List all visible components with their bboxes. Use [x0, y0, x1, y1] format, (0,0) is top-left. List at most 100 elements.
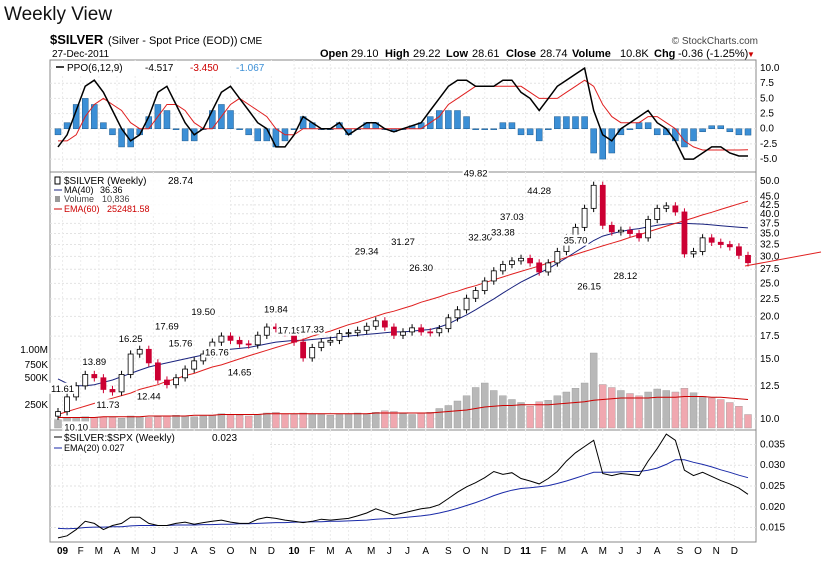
volume-bar: [426, 412, 434, 429]
volume-bar: [326, 415, 335, 429]
volume-bar: [508, 399, 516, 429]
ppo-histogram-bar: [708, 125, 715, 129]
candle-body: [327, 339, 334, 343]
candle-body: [363, 325, 370, 331]
x-axis-label: A: [422, 546, 429, 557]
candle-body: [690, 251, 697, 255]
x-axis-label: M: [367, 546, 375, 557]
price-tick-label: 50.0: [760, 176, 780, 187]
candle-body: [245, 343, 252, 346]
price-annotation: 11.61: [51, 384, 74, 395]
candle-body: [436, 328, 443, 334]
ppo-histogram-bar: [109, 128, 116, 136]
ema60-volume-line: [58, 396, 749, 418]
ppo-histogram-bar: [572, 116, 579, 129]
volume-bar: [54, 419, 62, 429]
candle-body: [654, 207, 661, 220]
volume-bar: [372, 412, 380, 429]
candle-body: [590, 184, 597, 209]
volume-bar: [571, 388, 580, 429]
price-annotation-bg: [81, 356, 108, 368]
ppo-histogram-bar: [227, 110, 234, 129]
x-axis-label: O: [463, 546, 471, 557]
ppo-histogram-bar: [563, 116, 570, 129]
candle-body: [445, 317, 452, 330]
candle-body: [191, 360, 198, 370]
price-tick-label: 40.0: [760, 209, 780, 220]
x-axis-label: M: [95, 546, 103, 557]
volume-bar: [145, 417, 153, 429]
ppo-histogram-bar: [726, 128, 734, 133]
candle-body: [427, 331, 434, 334]
candle-body: [645, 219, 652, 239]
chg-label: Chg: [654, 48, 675, 60]
ppo-legend-name: PPO(6,12,9): [67, 63, 123, 74]
ratio-ema-legend-value: 0.027: [102, 443, 125, 453]
price-tick-label: 17.5: [760, 331, 780, 342]
volume-bar: [381, 410, 389, 429]
page-title: Weekly View: [4, 4, 113, 25]
x-axis-label: M: [558, 546, 566, 557]
x-axis-label: D: [268, 546, 275, 557]
price-legend-name: $SILVER (Weekly): [64, 176, 146, 187]
x-axis-label: N: [481, 546, 488, 557]
volume-bar: [217, 413, 226, 429]
volume-bar: [117, 418, 126, 429]
symbol-text: $SILVER: [50, 32, 104, 47]
ppo-tick-label: 5.0: [760, 93, 774, 104]
price-annotation: 31.27: [391, 237, 415, 248]
candle-body: [672, 205, 679, 213]
ema-legend-value: 252481.58: [107, 204, 150, 214]
chg-down-icon: ▼: [747, 50, 755, 59]
ppo-histogram-bar: [236, 128, 243, 130]
candle-body: [336, 333, 343, 341]
candle-body: [599, 184, 606, 226]
volume-bar: [190, 416, 198, 429]
x-axis-label: F: [541, 546, 547, 557]
volume-bar: [172, 415, 180, 429]
volume-bar: [335, 414, 344, 429]
x-axis-label: S: [445, 546, 452, 557]
ppo-histogram-bar: [490, 128, 498, 130]
x-axis-label: N: [713, 546, 720, 557]
trendline-extension: [744, 251, 822, 267]
ppo-histogram-bar: [626, 128, 634, 130]
ppo-histogram-bar: [163, 110, 171, 129]
price-annotation-bg: [498, 211, 525, 223]
price-annotation: 10.10: [64, 422, 88, 433]
ppo-histogram-bar: [535, 128, 543, 142]
x-axis-label: D: [504, 546, 511, 557]
watermark-text: © StockCharts.com: [672, 36, 758, 47]
price-annotation: 17.19: [278, 326, 302, 337]
candle-body: [554, 251, 561, 264]
ratio-ema-legend-name: EMA(20): [64, 443, 100, 453]
price-tick-label: 20.0: [760, 311, 780, 322]
ppo-tick-label: -5.0: [760, 154, 778, 165]
low-label: Low: [446, 48, 468, 60]
ppo-histogram-bar: [508, 122, 516, 129]
volume-value: 10.8K: [620, 48, 649, 60]
x-axis-label: O: [694, 546, 702, 557]
price-annotation-bg: [63, 421, 90, 433]
ema-legend-name: EMA(60): [64, 204, 100, 214]
candle-body: [345, 332, 352, 335]
x-axis-label: A: [654, 546, 661, 557]
volume-bar: [299, 412, 307, 429]
candle-body: [545, 262, 552, 273]
volume-bar: [290, 414, 298, 429]
volume-bar: [399, 413, 407, 429]
price-annotation-bg: [489, 226, 516, 238]
close-value: 28.74: [540, 48, 568, 60]
x-axis-label: 11: [520, 546, 531, 557]
candle-body: [663, 205, 670, 209]
ppo-histogram-bar: [581, 116, 588, 129]
volume-bar: [390, 411, 398, 429]
volume-tick-label: 750K: [25, 360, 49, 371]
volume-legend-name: Volume: [64, 194, 94, 204]
candle-body: [118, 374, 125, 393]
price-annotation-bg: [390, 236, 416, 248]
price-tick-label: 12.5: [760, 381, 780, 392]
price-annotation-bg: [190, 306, 217, 318]
price-annotation-bg: [576, 280, 603, 292]
ppo-histogram-bar: [735, 128, 743, 136]
